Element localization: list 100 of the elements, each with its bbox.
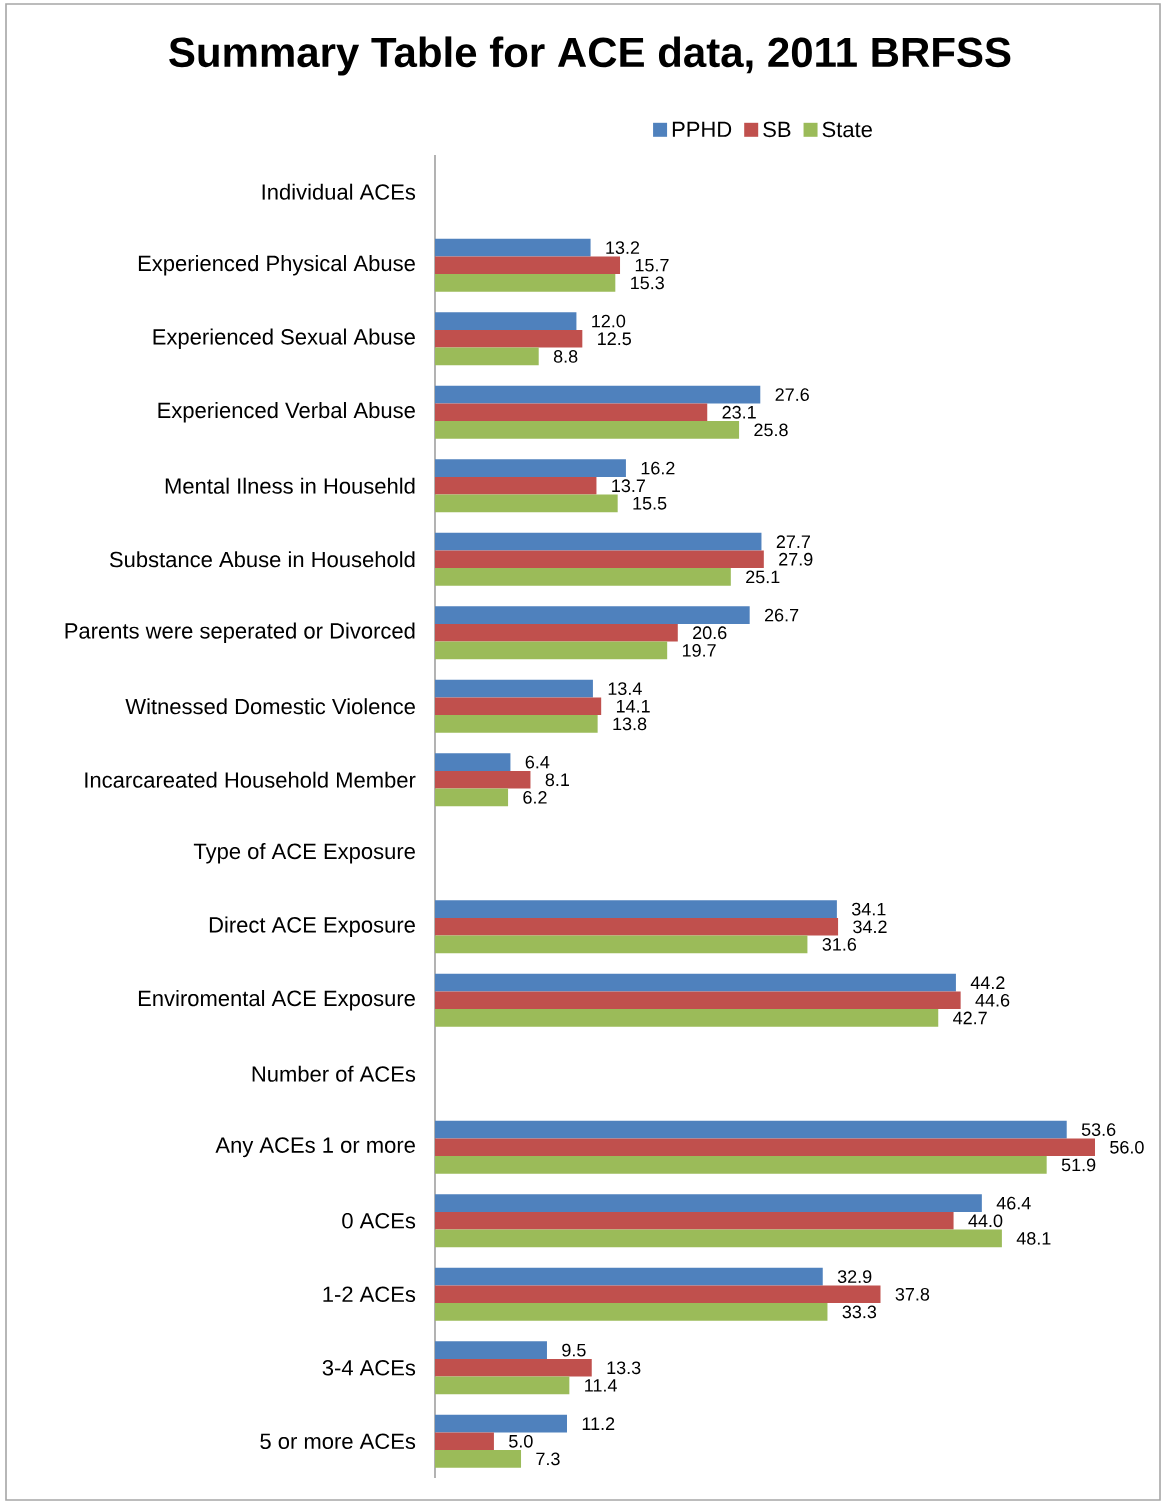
y-tick-label: 1-2 ACEs (323, 1286, 416, 1303)
bar (435, 1138, 1095, 1157)
data-label: 27.9 (779, 552, 813, 566)
bar (435, 1267, 823, 1286)
bar (435, 1450, 522, 1468)
bar (435, 403, 708, 422)
data-label: 7.3 (536, 1452, 560, 1466)
bar (435, 274, 616, 292)
y-tick-label: Any ACEs 1 or more (215, 1137, 415, 1158)
data-label: 32.9 (837, 1270, 872, 1283)
data-label: 48.1 (1016, 1232, 1051, 1245)
bar (435, 788, 509, 807)
bar (435, 459, 626, 477)
bar (435, 1120, 1067, 1139)
bar (435, 329, 583, 348)
y-tick-label: Mental Ilness in Househld (165, 477, 415, 494)
bar (435, 1358, 592, 1377)
data-label: 27.7 (776, 535, 810, 548)
bar (435, 900, 837, 918)
bar (435, 1303, 828, 1321)
data-label: 46.4 (996, 1196, 1031, 1210)
data-label: 13.7 (612, 479, 645, 493)
data-label: 20.6 (693, 626, 727, 640)
y-tick-label: 3-4 ACEs (322, 1360, 416, 1376)
bar (435, 1285, 881, 1304)
y-tick-label: Experienced Verbal Abuse (158, 402, 415, 423)
bar (435, 347, 539, 366)
data-label: 16.2 (641, 461, 675, 475)
legend-label: SB (763, 121, 791, 138)
bar (435, 991, 961, 1010)
data-label: 23.1 (722, 405, 756, 419)
data-label: 33.3 (842, 1305, 877, 1319)
bar (435, 1156, 1047, 1174)
y-tick-label: Witnessed Domestic Violence (125, 698, 415, 715)
data-label: 37.8 (895, 1287, 930, 1301)
data-label: 6.2 (523, 791, 547, 804)
chart-title: Summary Table for ACE data, 2011 BRFSS (169, 36, 1011, 76)
bar (435, 679, 593, 698)
data-label: 26.7 (764, 608, 799, 622)
data-label: 13.2 (606, 241, 640, 254)
y-tick-label: Individual ACEs (262, 183, 416, 200)
bar (435, 1009, 939, 1027)
y-tick-label: Experienced Physical Abuse (138, 255, 415, 276)
data-label: 44.6 (975, 993, 1010, 1007)
legend-label: PPHD (672, 121, 732, 137)
bar (435, 697, 602, 716)
bar (435, 1414, 567, 1433)
data-label: 12.5 (598, 332, 631, 346)
bar (435, 421, 740, 439)
bar (435, 1432, 494, 1451)
bar (435, 1194, 982, 1212)
data-label: 11.4 (585, 1379, 617, 1392)
data-label: 51.9 (1061, 1158, 1096, 1172)
data-label: 13.8 (613, 717, 647, 731)
data-label: 8.1 (545, 773, 569, 787)
bar (435, 770, 531, 789)
data-label: 56.0 (1110, 1140, 1144, 1154)
bar (435, 238, 591, 257)
y-tick-label: 0 ACEs (342, 1212, 416, 1229)
data-label: 25.1 (746, 570, 780, 584)
data-label: 34.2 (853, 920, 887, 934)
legend-label: State (822, 121, 872, 138)
bar (435, 550, 764, 569)
bar (435, 715, 598, 733)
y-tick-label: Incarcareated Household Member (85, 771, 416, 788)
bar (435, 312, 577, 330)
data-label: 9.5 (562, 1343, 586, 1357)
bar (435, 1376, 570, 1395)
bar (435, 753, 511, 771)
data-label: 12.0 (592, 314, 626, 328)
data-label: 44.2 (970, 976, 1005, 989)
data-label: 15.7 (635, 258, 669, 272)
y-tick-label: Direct ACE Exposure (209, 916, 415, 937)
data-label: 8.8 (553, 350, 578, 363)
data-label: 44.0 (968, 1214, 1003, 1228)
bar (435, 606, 750, 624)
bar (435, 568, 731, 586)
bar (435, 494, 618, 513)
data-label: 14.1 (616, 700, 650, 713)
y-tick-label: Type of ACE Exposure (193, 843, 415, 864)
data-label: 31.6 (822, 938, 857, 951)
data-label: 53.6 (1081, 1123, 1116, 1136)
bar (435, 385, 761, 404)
y-tick-label: 5 or more ACEs (260, 1433, 416, 1450)
bar (435, 1229, 1002, 1248)
data-label: 27.6 (775, 388, 809, 401)
bar (435, 532, 762, 551)
data-label: 11.2 (582, 1417, 615, 1430)
data-label: 5.0 (509, 1434, 533, 1448)
y-tick-label: Number of ACEs (252, 1065, 416, 1082)
y-tick-label: Parents were seperated or Divorced (65, 622, 415, 643)
data-label: 6.4 (525, 755, 550, 769)
bar (435, 476, 597, 495)
data-label: 34.1 (851, 902, 886, 916)
bar (435, 973, 956, 992)
data-label: 15.3 (631, 276, 664, 290)
bar (435, 641, 668, 660)
data-label: 19.7 (682, 644, 716, 657)
bar (435, 256, 621, 275)
data-label: 15.5 (633, 497, 667, 510)
